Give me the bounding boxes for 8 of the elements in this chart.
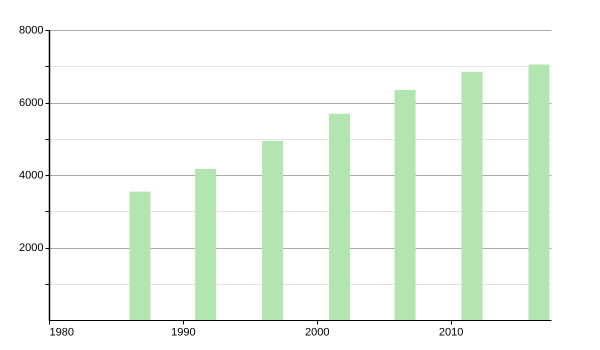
- x-tick-label: 2010: [438, 326, 464, 338]
- x-tick-label: 1990: [171, 326, 196, 338]
- y-tick-label: 8000: [19, 24, 44, 36]
- y-tick-label: 4000: [19, 170, 44, 182]
- x-tick-label: 1980: [50, 326, 74, 338]
- x-tick-label: 2000: [304, 326, 330, 338]
- y-tick-label: 2000: [19, 242, 44, 254]
- y-tick-label: 6000: [19, 97, 44, 109]
